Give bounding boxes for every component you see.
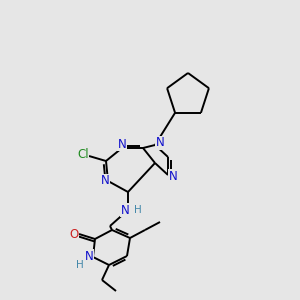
- Text: N: N: [118, 137, 126, 151]
- Text: Cl: Cl: [77, 148, 89, 160]
- Text: N: N: [121, 203, 129, 217]
- Text: O: O: [69, 227, 79, 241]
- Text: H: H: [134, 205, 142, 215]
- Text: H: H: [76, 260, 84, 270]
- Text: N: N: [85, 250, 93, 262]
- Text: N: N: [156, 136, 164, 149]
- Text: N: N: [100, 175, 109, 188]
- Text: N: N: [169, 169, 177, 182]
